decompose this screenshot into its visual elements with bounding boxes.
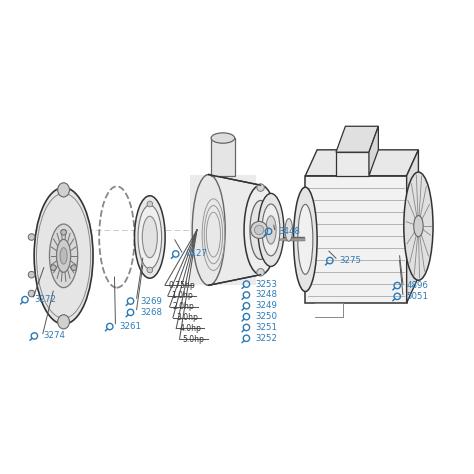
Text: 3269: 3269 [140, 297, 162, 306]
Circle shape [147, 267, 153, 273]
Circle shape [61, 229, 66, 235]
Ellipse shape [298, 204, 313, 274]
FancyBboxPatch shape [336, 152, 369, 176]
Ellipse shape [404, 172, 433, 280]
Text: 5051: 5051 [407, 292, 428, 301]
Text: 4896: 4896 [407, 281, 428, 290]
Text: 3250: 3250 [256, 312, 278, 321]
Circle shape [28, 272, 35, 278]
Circle shape [257, 269, 264, 276]
Circle shape [28, 290, 35, 297]
Text: 3251: 3251 [256, 323, 278, 332]
Ellipse shape [262, 204, 280, 256]
Ellipse shape [135, 196, 165, 278]
Text: 3268: 3268 [140, 308, 162, 317]
Text: 0127: 0127 [185, 249, 207, 258]
Text: 3272: 3272 [35, 295, 56, 304]
Ellipse shape [192, 174, 225, 285]
Ellipse shape [34, 188, 93, 324]
Circle shape [51, 265, 56, 271]
Ellipse shape [138, 205, 162, 269]
Circle shape [147, 201, 153, 207]
FancyBboxPatch shape [211, 138, 235, 176]
FancyBboxPatch shape [190, 174, 256, 285]
Text: 3275: 3275 [339, 256, 361, 265]
Text: 3252: 3252 [256, 334, 278, 343]
Ellipse shape [58, 315, 70, 329]
Ellipse shape [56, 239, 71, 273]
Ellipse shape [244, 185, 277, 275]
Ellipse shape [142, 216, 157, 258]
Ellipse shape [58, 183, 70, 197]
Text: 5.0hp: 5.0hp [183, 335, 205, 344]
Text: 3274: 3274 [44, 331, 66, 340]
Polygon shape [407, 150, 419, 303]
Polygon shape [369, 126, 378, 176]
Text: 3253: 3253 [256, 280, 278, 289]
Text: 3249: 3249 [256, 301, 278, 310]
Text: 3248: 3248 [256, 291, 278, 300]
Text: 3448: 3448 [278, 227, 300, 236]
Circle shape [255, 225, 264, 235]
Circle shape [71, 265, 77, 271]
Ellipse shape [49, 224, 78, 288]
Ellipse shape [192, 174, 225, 285]
FancyBboxPatch shape [305, 176, 407, 303]
Text: 3.0hp: 3.0hp [176, 313, 198, 322]
Circle shape [251, 221, 268, 238]
Circle shape [257, 184, 264, 191]
Text: 1.0hp: 1.0hp [171, 292, 193, 301]
Ellipse shape [250, 201, 271, 259]
Ellipse shape [285, 219, 292, 241]
Text: 3261: 3261 [119, 322, 141, 331]
Circle shape [28, 234, 35, 240]
Text: 0.75hp: 0.75hp [168, 281, 195, 290]
Ellipse shape [211, 133, 235, 143]
Text: 2.0hp: 2.0hp [173, 302, 195, 311]
Ellipse shape [293, 187, 317, 292]
Ellipse shape [60, 247, 67, 264]
Text: 4.0hp: 4.0hp [180, 324, 201, 333]
Ellipse shape [258, 193, 284, 266]
Ellipse shape [266, 216, 276, 244]
Polygon shape [305, 150, 419, 176]
Polygon shape [336, 126, 378, 152]
Ellipse shape [414, 216, 423, 237]
